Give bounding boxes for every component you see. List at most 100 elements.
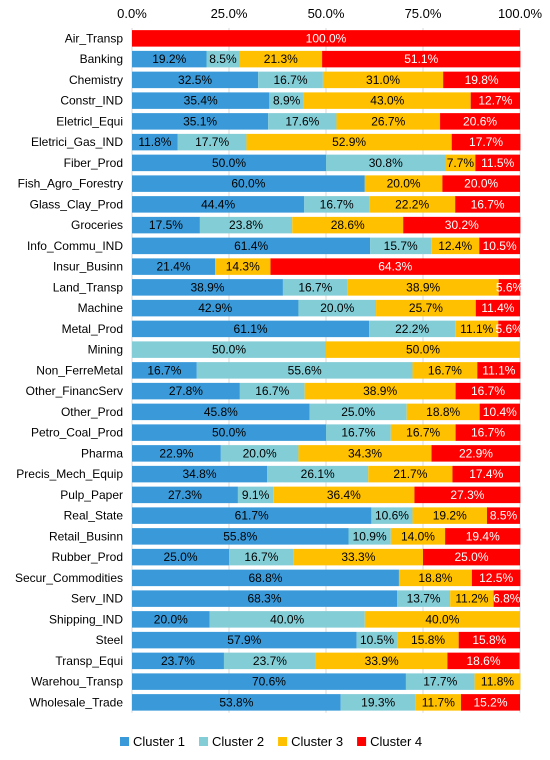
data-label: 10.6% [375,509,409,523]
data-label: 61.4% [234,239,268,253]
category-label: Non_FerreMetal [36,363,123,377]
bar-segment [246,133,452,151]
data-label: 19.4% [466,529,500,543]
data-label: 11.8% [138,135,171,149]
data-label: 15.8% [472,633,506,647]
data-label: 10.9% [353,529,387,543]
bar-segment [414,486,521,504]
category-labels: Air_Transp Banking Chemistry Constr_IND Elet… [15,31,123,709]
bar-segment [347,279,499,296]
data-label: 26.7% [371,114,405,128]
data-label: 5.6% [495,322,523,336]
category-label: Metal_Prod [62,322,123,336]
data-label: 38.9% [406,280,440,294]
data-label: 11.4% [481,301,514,315]
data-label: 43.0% [370,94,404,108]
bar-segment [132,507,372,524]
bar-segment [442,175,520,192]
x-axis-ticks: 0.0% 25.0% 50.0% 75.0% 100.0% [117,6,542,21]
data-label: 22.9% [159,446,193,460]
bar-segment [348,528,391,545]
data-label: 5.6% [496,280,524,294]
data-label: 11.2% [455,592,488,606]
data-label: 12.4% [438,239,472,253]
category-label: Mining [88,343,123,357]
bar-segment [405,673,475,690]
bar-segment [132,382,240,400]
bar-segment [412,362,478,379]
data-label: 9.1% [242,488,270,502]
data-label: 19.2% [433,509,467,523]
bar-segment [132,320,370,338]
bar-segment [239,50,323,68]
bar-segment [403,216,521,234]
legend-swatch [278,737,288,746]
category-label: Petro_Coal_Prod [31,426,123,440]
bar-segment [132,216,200,234]
bar-segment [273,486,415,504]
data-label: 40.0% [270,612,304,626]
bar-segment [431,237,480,255]
data-label: 14.3% [226,260,260,274]
data-label: 25.0% [454,550,488,564]
bar-segment [369,196,456,213]
data-label: 19.8% [465,73,499,87]
bar-segment [364,175,443,192]
data-label: 61.7% [235,509,269,523]
bar-segment [397,590,451,607]
bar-segment [451,133,521,151]
data-label: 10.4% [483,405,517,419]
category-label: Retail_Businn [49,529,123,543]
x-tick-label: 100.0% [498,6,543,21]
bar-segment [364,611,520,628]
data-label: 45.8% [204,405,238,419]
data-label: 51.1% [404,52,438,66]
bar-segment [445,154,476,172]
data-label: 26.1% [301,467,335,481]
data-label: 55.8% [223,529,257,543]
bar-segment [267,465,369,483]
bar-segment [132,133,178,151]
data-label: 16.7% [341,426,375,440]
data-label: 30.2% [445,218,479,232]
data-label: 33.9% [365,654,399,668]
bar-segment [215,258,271,275]
category-label: Shipping_IND [49,612,123,626]
data-label: 34.8% [182,467,216,481]
bar-segment [390,424,456,441]
category-label: Fiber_Prod [64,156,123,170]
bar-segment [498,320,520,338]
data-label: 27.3% [168,488,202,502]
bar-segment [470,92,520,109]
bar-segment [132,631,357,649]
data-label: 68.8% [248,571,282,585]
data-label: 8.5% [209,52,237,66]
data-label: 11.1% [460,322,493,336]
data-label: 19.2% [152,52,186,66]
data-label: 30.8% [369,156,403,170]
data-label: 16.7% [244,550,278,564]
bar-segment [445,528,521,545]
data-label: 12.5% [479,571,513,585]
bar-segment [487,507,520,524]
data-label: 40.0% [425,612,459,626]
data-label: 33.3% [341,550,375,564]
bar-segment [132,92,270,109]
bar-segment [477,362,521,379]
bar-segment [479,237,520,255]
data-label: 16.7% [471,384,505,398]
bar-segment [336,113,441,130]
data-label: 25.7% [409,301,443,315]
data-label: 50.0% [406,343,440,357]
bar-segment [220,445,299,462]
legend-entry: Cluster 3 [291,734,343,749]
category-label: Banking [80,52,123,66]
bar-segment [132,528,349,545]
data-label: 50.0% [212,343,246,357]
bar-segment [322,71,444,89]
data-label: 25.0% [341,405,375,419]
bar-segment [132,299,299,317]
bar-segment [298,445,432,462]
data-label: 16.7% [298,280,332,294]
bar-segment [223,652,316,670]
